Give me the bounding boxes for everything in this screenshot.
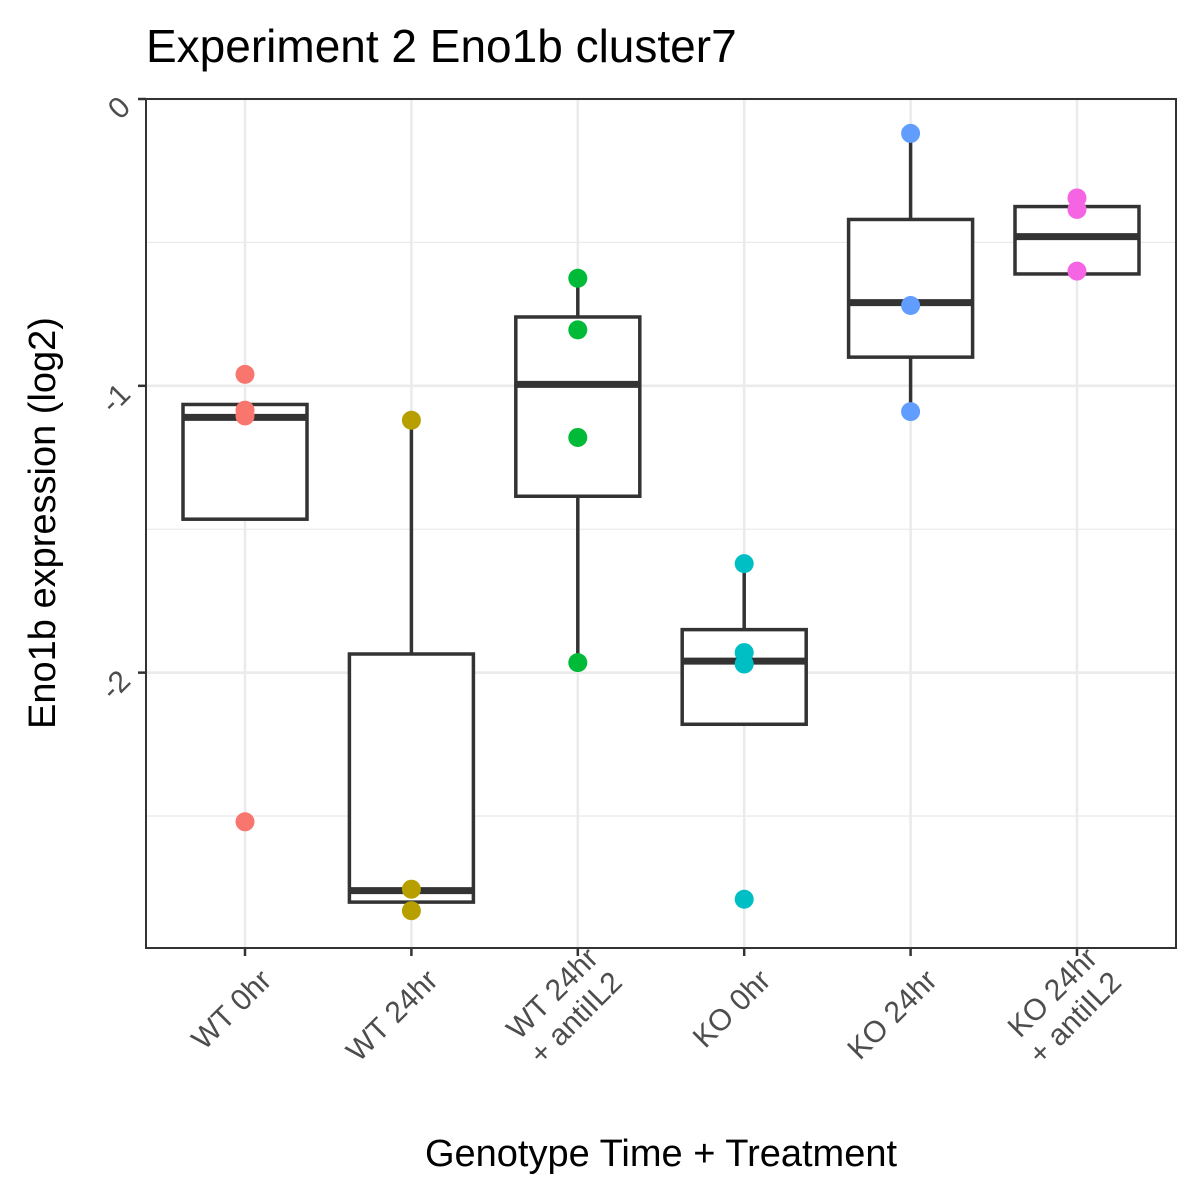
data-point [235, 364, 255, 384]
data-point [901, 296, 921, 316]
x-tick-label: KO 24hr [841, 964, 943, 1066]
x-axis-title: Genotype Time + Treatment [425, 1133, 898, 1175]
box-group [846, 133, 975, 412]
x-tick-label: KO 0hr [687, 964, 778, 1055]
y-tick-label: -2 [95, 664, 137, 706]
data-point [568, 653, 588, 673]
data-point [734, 889, 754, 909]
data-points [235, 123, 1087, 921]
chart-title: Experiment 2 Eno1b cluster7 [146, 20, 737, 72]
x-tick-label: WT 24hr [340, 964, 444, 1068]
box-group [347, 420, 476, 904]
box-group [514, 276, 642, 663]
x-tick-label: KO 24hr+ antiIL2 [999, 942, 1128, 1071]
x-tick-label: WT 24hr+ antiIL2 [499, 942, 628, 1071]
x-tick-label-line: WT 24hr [340, 964, 444, 1068]
y-tick-label: 0 [102, 91, 137, 126]
panel-border [145, 98, 1177, 949]
y-tick-label: -1 [95, 377, 137, 419]
data-point [734, 554, 754, 574]
data-point [401, 879, 421, 899]
data-point [1067, 199, 1087, 219]
data-point [235, 812, 255, 832]
box [347, 652, 476, 904]
box [514, 315, 642, 499]
x-tick-label-line: WT 0hr [186, 964, 278, 1056]
data-point [568, 320, 588, 340]
x-tick-label: WT 0hr [186, 964, 278, 1056]
data-point [901, 123, 921, 143]
data-point [401, 901, 421, 921]
x-tick-label-line: KO 0hr [687, 964, 778, 1055]
x-tick-label-line: KO 24hr [841, 964, 943, 1066]
y-axis-title: Eno1b expression (log2) [22, 317, 64, 729]
data-point [1067, 261, 1087, 281]
data-point [568, 427, 588, 447]
data-point [568, 268, 588, 288]
data-point [235, 406, 255, 426]
data-point [734, 654, 754, 674]
data-point [901, 402, 921, 422]
box [846, 217, 975, 359]
boxes [181, 133, 1141, 904]
data-point [401, 410, 421, 430]
